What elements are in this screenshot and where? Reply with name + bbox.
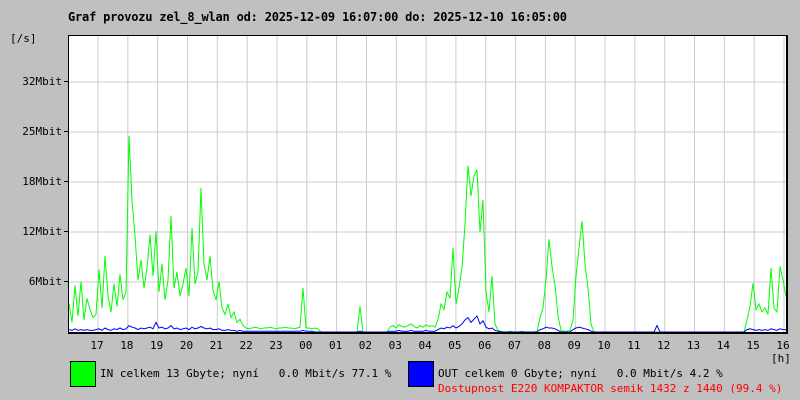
y-axis-tick xyxy=(64,81,68,82)
x-axis-unit-label: [h] xyxy=(771,352,791,365)
x-axis-tick-label: 20 xyxy=(179,339,194,352)
x-axis-tick-label: 19 xyxy=(150,339,164,352)
x-axis-tick-label: 07 xyxy=(507,339,522,352)
availability-note: Dostupnost E220 KOMPAKTOR semik 1432 z 1… xyxy=(438,382,783,395)
x-axis-tick-label: 16 xyxy=(776,339,790,352)
x-axis-tick-label: 06 xyxy=(478,339,492,352)
x-axis-tick-label: 10 xyxy=(597,339,611,352)
x-axis-tick-label: 15 xyxy=(746,339,760,352)
y-axis-tick-label: 12Mbit xyxy=(22,225,62,238)
x-axis-tick-label: 03 xyxy=(388,339,402,352)
x-axis-tick-label: 23 xyxy=(269,339,283,352)
x-axis-tick-label: 11 xyxy=(627,339,641,352)
in-legend-swatch xyxy=(70,361,96,387)
in-series-line xyxy=(69,135,786,332)
y-axis-tick xyxy=(64,281,68,282)
y-axis-tick xyxy=(64,181,68,182)
x-axis-tick-label: 22 xyxy=(239,339,253,352)
page-title: Graf provozu zel_8_wlan od: 2025-12-09 1… xyxy=(68,10,567,24)
x-axis-tick-label: 21 xyxy=(209,339,223,352)
in-legend-label: IN celkem 13 Gbyte; nyní 0.0 Mbit/s 77.1… xyxy=(100,367,392,380)
y-axis-unit-label: [/s] xyxy=(10,32,37,45)
traffic-chart-plot-area xyxy=(68,35,788,334)
x-axis-tick-label: 14 xyxy=(716,339,730,352)
x-axis-tick-label: 17 xyxy=(90,339,104,352)
x-axis-tick-label: 01 xyxy=(328,339,343,352)
x-axis-tick-label: 00 xyxy=(299,339,313,352)
y-axis-tick xyxy=(64,131,68,132)
y-axis-tick xyxy=(64,231,68,232)
out-series-line xyxy=(69,315,786,332)
x-axis-tick-label: 09 xyxy=(567,339,581,352)
x-axis-tick-label: 02 xyxy=(358,339,373,352)
x-axis-tick-label: 08 xyxy=(537,339,552,352)
out-legend-label: OUT celkem 0 Gbyte; nyní 0.0 Mbit/s 4.2 … xyxy=(438,367,723,380)
x-axis-tick-label: 05 xyxy=(448,339,462,352)
y-axis-tick-label: 6Mbit xyxy=(28,275,62,288)
y-axis-tick-label: 25Mbit xyxy=(22,125,62,138)
x-axis-tick-label: 13 xyxy=(686,339,701,352)
x-axis-tick-label: 18 xyxy=(120,339,134,352)
y-axis-tick-label: 18Mbit xyxy=(22,175,62,188)
x-axis-tick-label: 12 xyxy=(657,339,671,352)
out-legend-swatch xyxy=(408,361,434,387)
y-axis-tick-label: 32Mbit xyxy=(22,75,62,88)
chart-canvas xyxy=(69,36,786,332)
x-axis-tick-label: 04 xyxy=(418,339,432,352)
